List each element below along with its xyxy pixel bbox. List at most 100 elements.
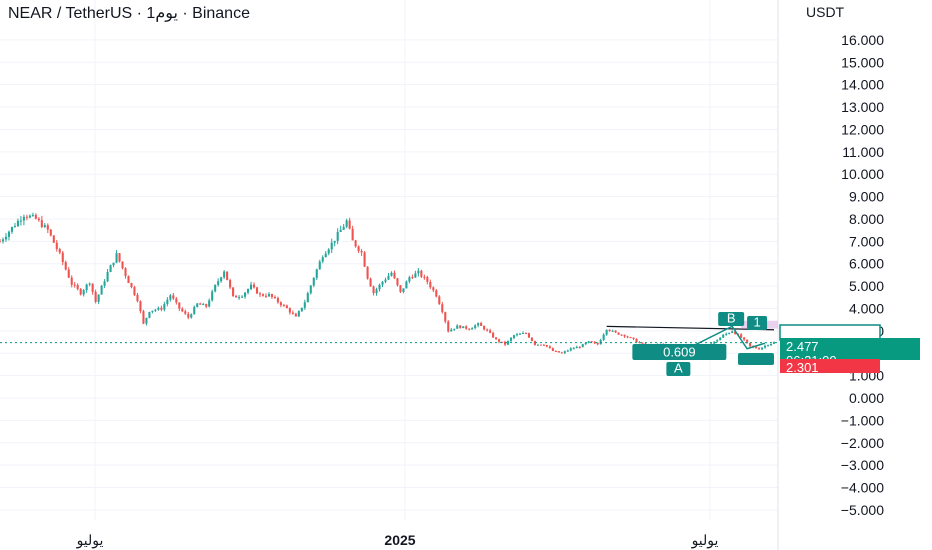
candle-body [217,281,220,285]
candle-body [64,262,67,270]
candle-body [486,329,489,331]
candle-body [444,312,447,322]
candle-body [357,246,360,252]
y-tick-label: 6.000 [849,256,884,272]
candle-body [226,271,229,281]
pattern-label-1: 1 [747,315,768,330]
candle-body [46,225,49,230]
candle-body [124,268,127,277]
candle-body [587,341,590,344]
candle-body [37,218,40,221]
candle-body [566,350,569,352]
candle-body [121,261,124,269]
candle-body [521,333,525,335]
candle-body [761,347,764,350]
candle-body [267,294,271,297]
candle-body [381,281,384,285]
y-tick-label: −5.000 [841,502,884,518]
candle-body [178,302,181,309]
level-low-tag-bg [780,359,880,373]
y-tick-label: −1.000 [841,412,884,428]
candle-body [743,337,746,340]
candle-body [354,240,357,247]
pattern-small-tag [738,353,774,365]
candle-body [336,231,339,241]
candle-body [345,220,348,227]
candle-body [76,285,79,289]
candle-body [229,280,232,288]
candle-body [719,337,722,341]
candle-body [626,336,629,338]
candle-body [70,277,73,285]
candle-body [342,226,345,230]
candle-body [716,340,719,342]
candle-body [542,344,545,346]
pattern-label-1-bg [747,316,768,330]
x-tick-label: يوليو [76,532,104,549]
candle-body [465,326,468,329]
candle-body [130,283,133,288]
price-axis[interactable]: 16.000 15.000 14.000 13.000 12.000 11.000 10.0… [841,32,884,518]
candle-body [333,240,336,243]
candle-body [139,301,142,312]
candle-body [181,308,184,312]
candle-body [474,325,477,329]
candle-body [632,337,635,339]
candle-body [557,351,560,353]
y-tick-label: 12.000 [841,121,884,137]
candle-body [515,334,519,336]
candle-body [360,251,363,253]
candle-body [297,311,300,317]
pattern-measure: 0.609 [632,344,727,360]
candle-body [539,344,542,346]
drawing-overlays: A B 1 0.609 [0,311,778,376]
candle-body [133,287,136,295]
candle-body [734,331,737,335]
candle-body [249,284,253,290]
time-axis[interactable]: يوليو 2025 يوليو [76,532,719,549]
candle-body [545,345,548,347]
candle-body [67,269,70,278]
candle-body [73,284,76,286]
candle-body [88,283,91,285]
candle-body [282,305,285,307]
candle-body [366,266,369,279]
candle-body [713,341,716,344]
candle-body [85,284,88,291]
chart-grid [0,0,779,550]
candle-body [569,348,572,351]
candle-body [447,321,450,332]
level-low-tag-text: 2.301 [786,360,819,375]
candle-body [172,295,175,299]
candle-body [22,216,25,221]
candle-body [142,311,145,324]
currency-label: USDT [806,4,845,20]
candle-body [402,288,405,292]
candle-body [246,289,250,293]
candle-body [312,277,315,286]
candle-body [453,328,456,330]
chart-title: NEAR / TetherUS · 1يوم · Binance [8,5,250,22]
candle-body [509,337,513,341]
candle-body [145,317,148,324]
candle-body [288,308,291,313]
candle-body [184,311,187,314]
candle-body [160,307,163,310]
candle-body [450,329,453,332]
candle-body [61,252,64,263]
y-tick-label: 10.000 [841,166,884,182]
y-tick-label: 4.000 [849,300,884,316]
candle-body [154,309,157,311]
candle-body [393,272,396,279]
level-low-tag: 2.301 [780,359,880,375]
candle-body [441,304,444,313]
candle-body [28,215,31,218]
candle-body [384,279,387,282]
x-tick-label: 2025 [384,532,415,548]
candle-body [208,300,211,307]
candle-body [91,283,94,292]
candle-body [608,329,611,331]
candle-body [533,341,536,345]
candle-body [495,337,498,340]
